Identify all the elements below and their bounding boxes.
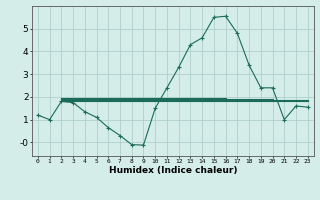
- X-axis label: Humidex (Indice chaleur): Humidex (Indice chaleur): [108, 166, 237, 175]
